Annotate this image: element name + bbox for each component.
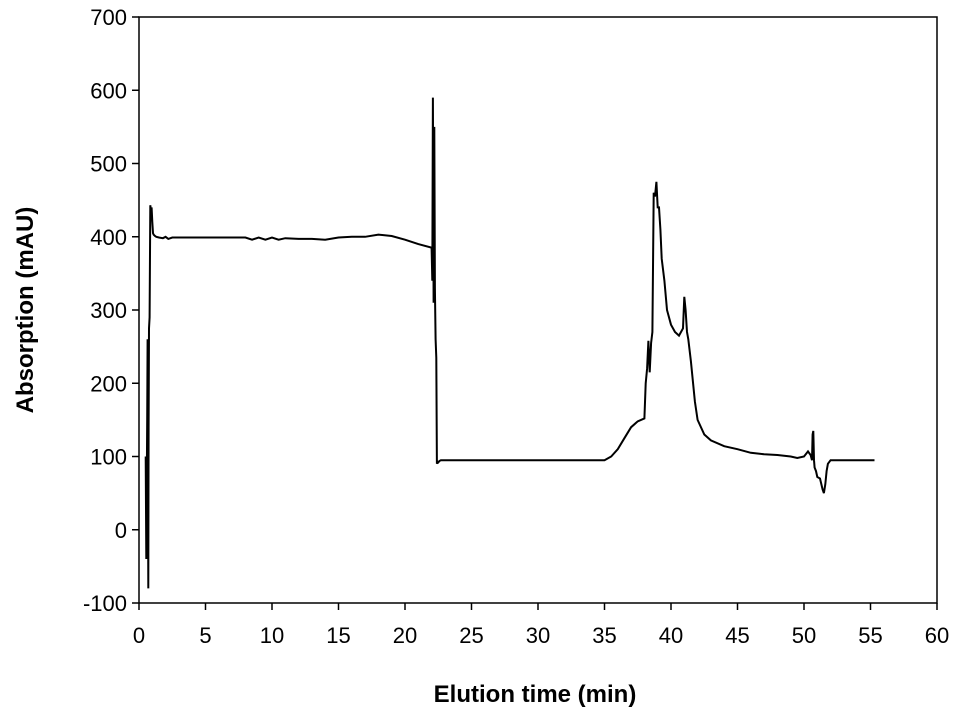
x-tick-label: 45 (725, 623, 749, 648)
y-tick-label: 400 (90, 225, 127, 250)
x-tick-label: 30 (526, 623, 550, 648)
y-tick-label: 500 (90, 152, 127, 177)
x-axis-title: Elution time (min) (434, 681, 637, 708)
x-tick-label: 50 (792, 623, 816, 648)
x-tick-label: 0 (133, 623, 145, 648)
x-axis-ticks: 0 5 10 15 20 25 30 35 40 45 50 55 60 (133, 603, 949, 648)
y-tick-label: 300 (90, 298, 127, 323)
y-tick-label: 700 (90, 5, 127, 30)
y-axis-title: Absorption (mAU) (12, 207, 39, 414)
plot-frame (138, 16, 938, 604)
x-tick-label: 15 (326, 623, 350, 648)
y-axis-ticks: -100 0 100 200 300 400 500 600 700 (83, 5, 139, 616)
x-tick-label: 5 (199, 623, 211, 648)
x-tick-label: 20 (393, 623, 417, 648)
y-tick-label: -100 (83, 591, 127, 616)
x-tick-label: 10 (260, 623, 284, 648)
y-tick-label: 0 (115, 518, 127, 543)
x-tick-label: 25 (459, 623, 483, 648)
x-tick-label: 40 (659, 623, 683, 648)
x-tick-label: 55 (858, 623, 882, 648)
x-tick-label: 35 (592, 623, 616, 648)
x-tick-label: 60 (925, 623, 949, 648)
y-tick-label: 600 (90, 78, 127, 103)
y-tick-label: 100 (90, 445, 127, 470)
y-tick-label: 200 (90, 371, 127, 396)
absorption-series-line (144, 97, 875, 589)
